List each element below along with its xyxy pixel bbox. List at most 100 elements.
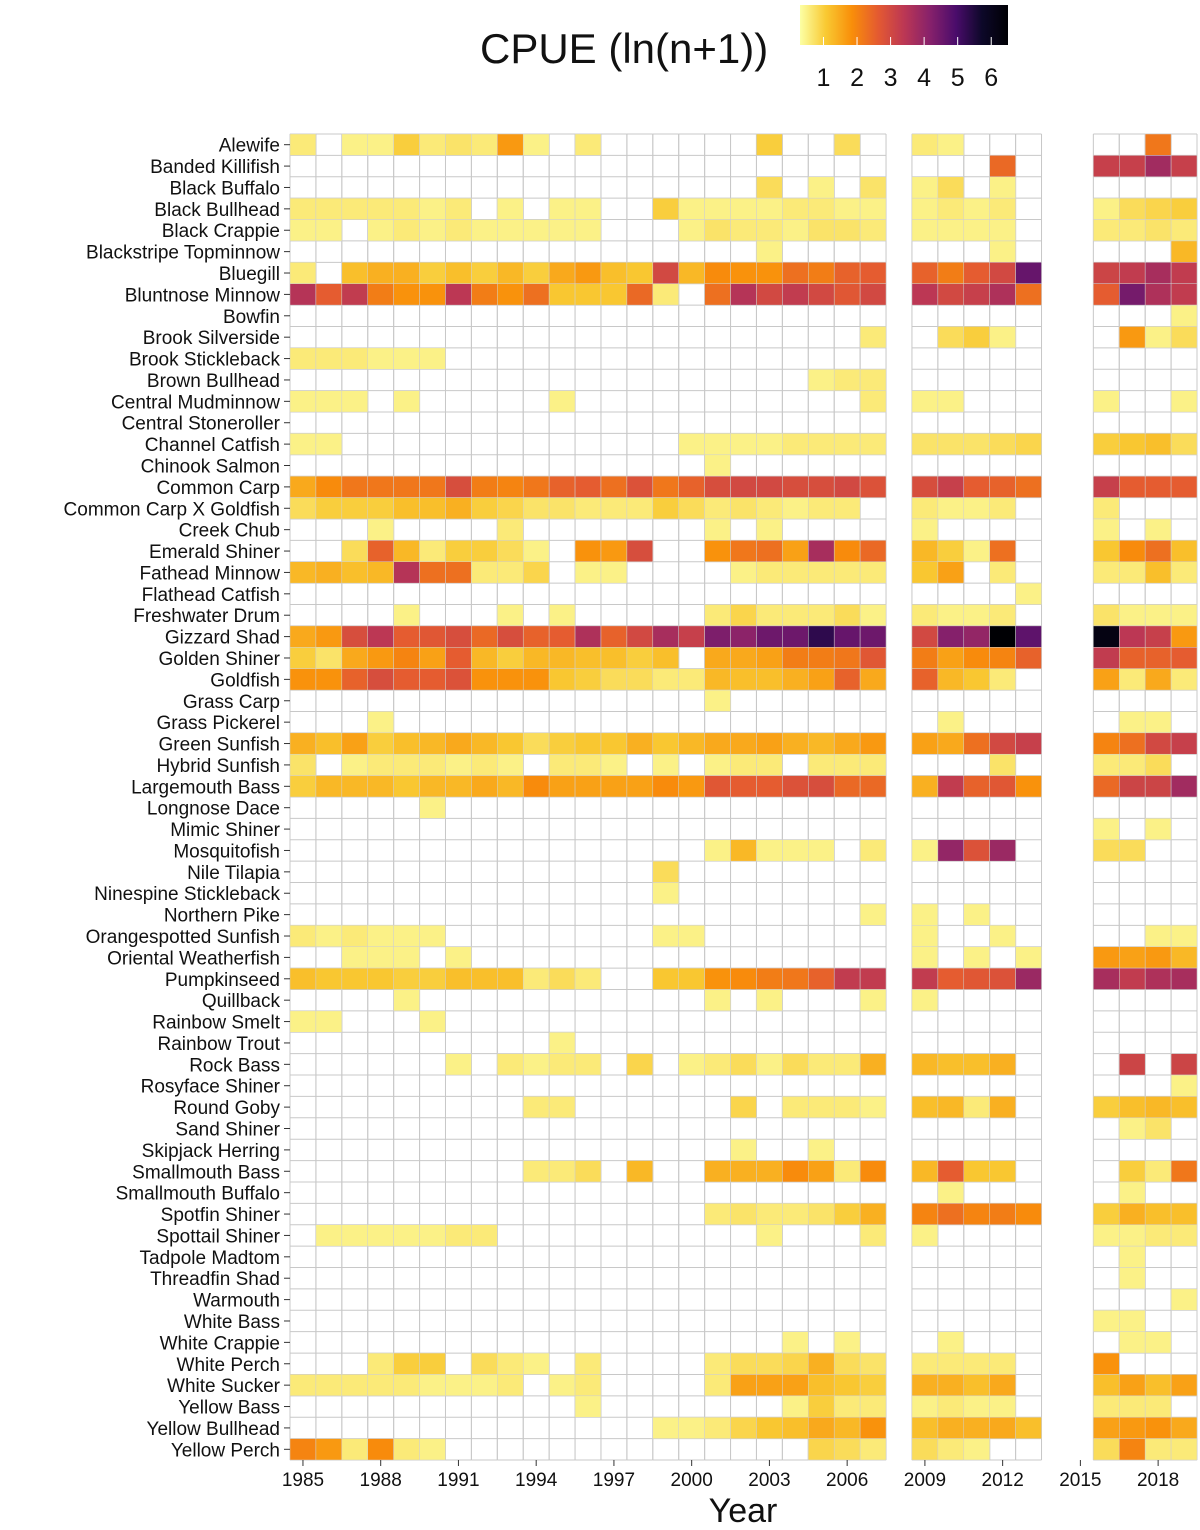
heatmap-cell	[471, 967, 498, 990]
heatmap-cell	[548, 647, 576, 669]
heatmap-cell	[704, 283, 731, 306]
heatmap-cell	[289, 197, 317, 220]
heatmap-cell	[859, 668, 887, 691]
heatmap-cell	[1144, 475, 1172, 498]
heatmap-cell	[1170, 1438, 1198, 1461]
heatmap-cell	[833, 604, 861, 627]
heatmap-cell	[1170, 197, 1198, 220]
x-tick-label: 1991	[437, 1470, 479, 1491]
heatmap-cell	[367, 1352, 394, 1375]
heatmap-cell	[315, 967, 343, 990]
heatmap-cell	[859, 1096, 887, 1119]
heatmap-cell	[522, 283, 550, 306]
heatmap-cell	[911, 475, 939, 498]
heatmap-cell	[497, 262, 524, 284]
y-tick-label: Brown Bullhead	[147, 371, 280, 392]
heatmap-cell	[315, 475, 343, 498]
heatmap-cell	[419, 925, 446, 947]
heatmap-cell	[1119, 219, 1146, 242]
heatmap-cell	[808, 753, 835, 776]
heatmap-cell	[600, 540, 628, 562]
heatmap-cell	[1119, 604, 1146, 627]
heatmap-cell	[1144, 155, 1172, 178]
heatmap-cell	[445, 561, 472, 584]
heatmap-cell	[1144, 1395, 1172, 1418]
heatmap-cell	[1119, 1416, 1146, 1439]
heatmap-cell	[963, 967, 990, 990]
heatmap-cell	[497, 1053, 524, 1076]
heatmap-cell	[1144, 625, 1172, 648]
y-tick-label: Green Sunfish	[159, 735, 280, 756]
heatmap-cell	[315, 925, 343, 947]
heatmap-cell	[730, 625, 757, 648]
heatmap-cell	[289, 262, 317, 284]
heatmap-cell	[289, 133, 317, 156]
heatmap-cell	[419, 219, 446, 242]
heatmap-cell	[393, 668, 420, 691]
y-tick-label: Common Carp X Goldfish	[64, 499, 280, 520]
heatmap-cell	[937, 133, 965, 156]
heatmap-cell	[497, 497, 524, 520]
x-tick-label: 1994	[515, 1470, 558, 1491]
heatmap-cell	[911, 540, 939, 562]
heatmap-cell	[445, 219, 472, 242]
heatmap-cell	[989, 1374, 1016, 1397]
heatmap-cell	[937, 1053, 965, 1076]
heatmap-cell	[730, 540, 757, 562]
heatmap-cell	[1170, 967, 1198, 990]
x-tick-label: 2018	[1137, 1470, 1179, 1491]
y-tick-label: Rainbow Smelt	[152, 1013, 280, 1034]
heatmap-cell	[704, 689, 731, 712]
heatmap-cell	[989, 176, 1016, 199]
heatmap-cell	[782, 668, 809, 691]
heatmap-cell	[1119, 1395, 1146, 1418]
heatmap-cell	[859, 283, 887, 306]
heatmap-cell	[341, 775, 368, 798]
heatmap-cell	[497, 518, 524, 541]
heatmap-cell	[1170, 326, 1198, 349]
heatmap-cell	[730, 647, 757, 669]
heatmap-cell	[600, 775, 628, 798]
heatmap-cell	[782, 625, 809, 648]
heatmap-cell	[756, 1224, 783, 1247]
heatmap-cell	[989, 283, 1016, 306]
y-tick-label: White Crappie	[160, 1333, 280, 1354]
heatmap-cell	[963, 775, 990, 798]
heatmap-cell	[704, 197, 731, 220]
y-tick-label: Blackstripe Topminnow	[86, 243, 280, 264]
heatmap-cell	[367, 561, 394, 584]
heatmap-cell	[315, 1010, 343, 1033]
heatmap-cell	[1170, 1374, 1198, 1397]
heatmap-cell	[911, 1352, 939, 1375]
heatmap-cell	[289, 347, 317, 370]
heatmap-cell	[782, 262, 809, 284]
heatmap-cell	[367, 668, 394, 691]
heatmap-cell	[341, 732, 368, 755]
heatmap-cell	[704, 1160, 731, 1183]
y-tick-label: Pumpkinseed	[165, 970, 280, 991]
heatmap-cell	[1015, 262, 1042, 284]
heatmap-cell	[782, 219, 809, 242]
heatmap-cell	[341, 967, 368, 990]
heatmap-cell	[1093, 155, 1120, 178]
heatmap-cell	[989, 155, 1016, 178]
heatmap-cell	[1093, 1416, 1120, 1439]
heatmap-cell	[782, 604, 809, 627]
heatmap-cell	[833, 732, 861, 755]
y-tick-label: Mosquitofish	[173, 841, 280, 862]
heatmap-cell	[782, 1203, 809, 1225]
heatmap-cell	[393, 946, 420, 969]
y-tick-label: Central Stoneroller	[122, 414, 281, 435]
heatmap-cell	[782, 1352, 809, 1375]
heatmap-cell	[497, 753, 524, 776]
heatmap-cell	[704, 839, 731, 862]
heatmap-cell	[937, 1181, 965, 1204]
heatmap-cell	[833, 775, 861, 798]
heatmap-cell	[756, 561, 783, 584]
heatmap-cell	[1119, 625, 1146, 648]
heatmap-cell	[756, 1203, 783, 1225]
heatmap-cell	[522, 647, 550, 669]
heatmap-cell	[1119, 1331, 1146, 1354]
heatmap-cell	[1144, 219, 1172, 242]
legend-tick-label: 4	[917, 64, 931, 92]
